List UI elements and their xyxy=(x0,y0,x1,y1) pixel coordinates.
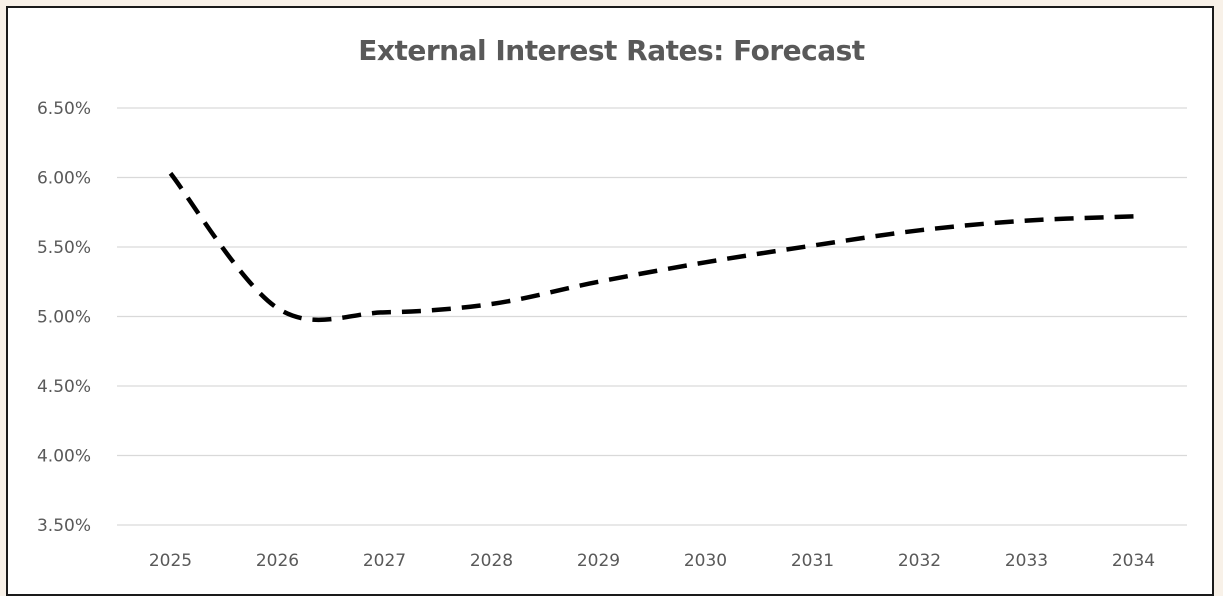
y-tick-label: 4.00% xyxy=(37,447,91,467)
x-tick-label: 2031 xyxy=(791,551,834,571)
y-axis-tick-labels: 3.50% 4.00% 4.50% 5.00% 5.50% 6.00% 6.50% xyxy=(37,99,91,536)
y-tick-label: 3.50% xyxy=(37,516,91,536)
y-tick-label: 6.50% xyxy=(37,99,91,119)
y-tick-label: 6.00% xyxy=(37,169,91,189)
series-layer xyxy=(168,171,1134,323)
x-tick-label: 2025 xyxy=(149,551,192,571)
series-line xyxy=(168,171,1134,323)
x-tick-label: 2027 xyxy=(363,551,406,571)
x-tick-label: 2030 xyxy=(684,551,727,571)
x-tick-label: 2026 xyxy=(256,551,299,571)
y-tick-label: 5.00% xyxy=(37,308,91,328)
x-axis-tick-labels: 2025 2026 2027 2028 2029 2030 2031 2032 2033 2034 xyxy=(149,551,1155,571)
x-tick-label: 2032 xyxy=(898,551,941,571)
gridlines xyxy=(117,107,1187,526)
y-tick-label: 5.50% xyxy=(37,238,91,258)
x-tick-label: 2029 xyxy=(577,551,620,571)
x-tick-label: 2028 xyxy=(470,551,513,571)
chart-frame xyxy=(6,6,1214,596)
y-tick-label: 4.50% xyxy=(37,377,91,397)
x-tick-label: 2033 xyxy=(1005,551,1048,571)
x-tick-label: 2034 xyxy=(1112,551,1155,571)
chart-title: External Interest Rates: Forecast xyxy=(358,34,865,67)
